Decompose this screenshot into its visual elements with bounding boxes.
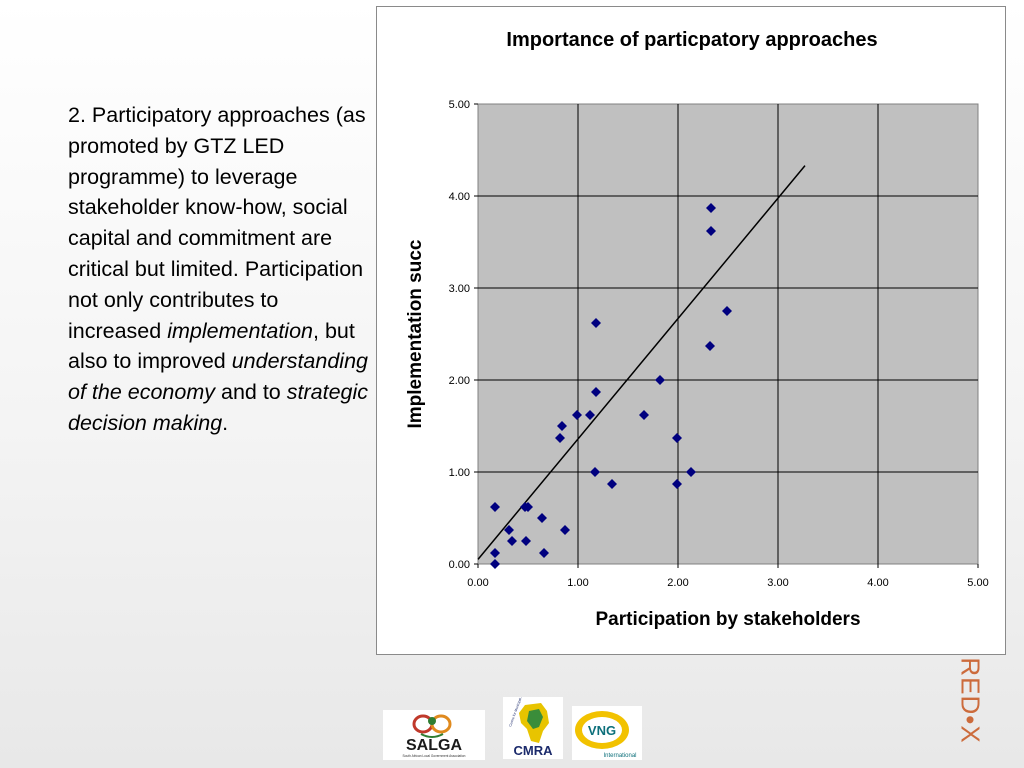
data-point — [591, 386, 601, 397]
plot-area — [477, 103, 979, 565]
y-tick-label: 4.00 — [449, 191, 470, 203]
trendline — [477, 165, 806, 560]
cmra-logo-text: CMRA — [514, 743, 554, 758]
chart-title: Importance of particpatory approaches — [506, 29, 877, 51]
data-point — [490, 501, 500, 512]
vng-logo-text: VNG — [588, 723, 616, 738]
data-point — [504, 524, 514, 535]
body-text-part-italic: implementation — [167, 318, 313, 343]
x-tick-label: 2.00 — [667, 577, 688, 589]
x-tick-label: 3.00 — [767, 577, 788, 589]
body-text-part-italic: understanding of the economy — [68, 349, 368, 405]
data-point — [655, 375, 665, 385]
data-point — [560, 524, 570, 535]
data-point — [705, 340, 715, 351]
data-point — [539, 547, 549, 558]
data-point — [507, 536, 517, 546]
axis-ticks: 0.00 1.00 2.00 3.00 4.00 5.00 0.00 1.00 2.00 3.00… — [449, 99, 989, 589]
gridlines — [478, 104, 978, 564]
data-point — [706, 225, 716, 236]
x-tick-label: 0.00 — [467, 577, 488, 589]
data-point — [672, 478, 682, 489]
data-point — [706, 202, 716, 213]
body-text-part: , but also to improved — [68, 318, 355, 374]
data-point — [639, 409, 649, 420]
x-tick-label: 5.00 — [967, 577, 988, 589]
body-text: 2. Participatory approaches (as promoted… — [68, 100, 368, 439]
vng-logo-subtext: International — [603, 753, 636, 759]
salga-logo-text: SALGA — [406, 737, 462, 754]
y-tick-label: 3.00 — [449, 283, 470, 295]
data-point — [523, 501, 533, 512]
salga-logo: SALGA South African Local Government Ass… — [383, 710, 485, 760]
data-point — [572, 409, 582, 420]
data-point — [490, 547, 500, 558]
data-point — [557, 421, 567, 431]
x-tick-label: 1.00 — [567, 577, 588, 589]
data-point — [590, 467, 600, 477]
redx-logo-text: RED•X — [955, 656, 986, 744]
redx-logo: RED•X — [950, 656, 990, 744]
x-tick-label: 4.00 — [867, 577, 888, 589]
body-text-part-italic: strategic decision making — [68, 380, 369, 435]
data-point — [591, 317, 601, 328]
data-point — [607, 478, 617, 489]
data-point — [672, 432, 682, 443]
data-point — [537, 513, 547, 523]
data-point — [686, 467, 696, 477]
body-text-part: and to — [215, 380, 287, 405]
data-point — [722, 306, 732, 316]
vng-logo: VNG International — [572, 706, 642, 760]
data-point — [490, 559, 500, 569]
cmra-logo: CMRA Centre for Municipal Research & Adv… — [503, 697, 563, 759]
salga-logo-tagline: South African Local Government Associati… — [403, 754, 466, 758]
y-tick-label: 1.00 — [449, 467, 470, 479]
scatter-chart: Importance of particpatory approaches 0.… — [405, 29, 989, 630]
body-text-part: 2. Participatory approaches (as promoted… — [68, 103, 366, 343]
y-axis-label: Implementation succ — [405, 239, 426, 428]
data-point — [585, 409, 595, 420]
y-tick-label: 5.00 — [449, 99, 470, 111]
y-tick-label: 0.00 — [449, 559, 470, 571]
data-point — [555, 432, 565, 443]
body-text-part: . — [222, 410, 229, 435]
data-point — [521, 536, 531, 546]
chart-frame: Importance of particpatory approaches 0.… — [376, 6, 1006, 655]
trendline-layer — [477, 165, 806, 560]
y-tick-label: 2.00 — [449, 375, 470, 387]
data-points — [490, 202, 732, 569]
x-axis-label: Participation by stakeholders — [595, 609, 860, 630]
